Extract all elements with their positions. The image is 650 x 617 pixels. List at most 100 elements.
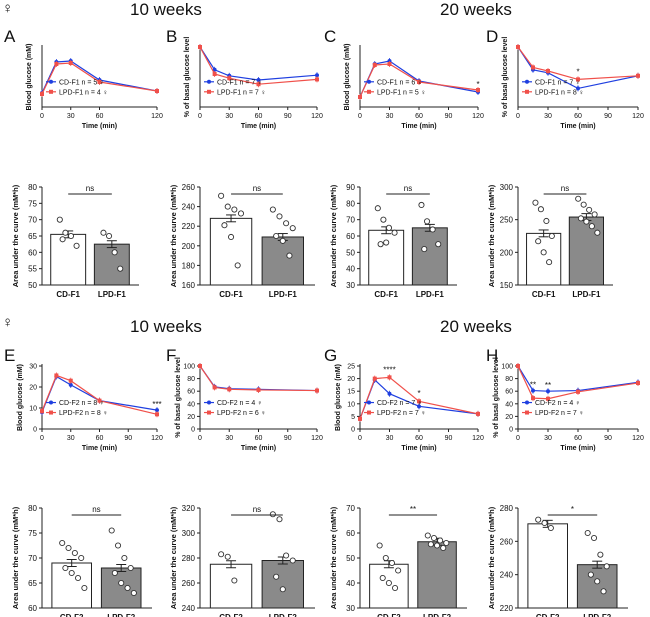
- significance-label: ns: [253, 184, 261, 193]
- y-tick-label: 25: [347, 364, 355, 371]
- y-axis-label: Area under the curve (mM*h): [11, 506, 20, 609]
- category-label: CD-F2: [60, 613, 84, 617]
- line-chart-h: 0 30 60 90 120 0 20 40 60 80 100 Time (min) % of bas…: [493, 357, 644, 452]
- x-tick-label: 120: [632, 113, 644, 120]
- data-point: [587, 571, 594, 578]
- significance-annotation: **: [545, 381, 551, 390]
- bar-cd-f1: [368, 229, 405, 286]
- significance-label: ns: [561, 184, 569, 193]
- data-point: [476, 411, 480, 416]
- panel-label-h: H: [486, 346, 499, 365]
- x-axis-label: Time (min): [401, 445, 436, 452]
- y-tick-label: 150: [500, 281, 514, 290]
- data-point: [71, 549, 78, 557]
- data-point: [279, 586, 286, 593]
- y-tick-label: 10: [347, 401, 355, 408]
- data-point: [67, 232, 75, 240]
- bar-cd-f1: [526, 232, 562, 286]
- category-label: LPD-F2: [583, 613, 612, 617]
- data-point: [387, 375, 392, 380]
- data-point: [117, 265, 124, 272]
- y-tick-label: 300: [182, 529, 196, 538]
- legend-label: LPD-F1 n = 8 ♀: [535, 89, 584, 96]
- y-tick-label: 260: [500, 537, 514, 546]
- x-tick-label: 60: [255, 113, 263, 120]
- data-point: [40, 409, 44, 414]
- x-tick-label: 30: [544, 113, 552, 120]
- category-label: LPD-F2: [107, 613, 136, 617]
- data-point: [130, 589, 137, 597]
- y-tick-label: 20: [505, 414, 513, 421]
- female-symbol-bottom: ♀: [2, 314, 14, 331]
- panel-label-d: D: [486, 27, 499, 46]
- data-point: [537, 206, 544, 213]
- female-symbol-top: ♀: [2, 0, 14, 17]
- header-top-left: 10 weeks: [130, 0, 202, 19]
- data-point: [212, 67, 217, 72]
- y-tick-label: 40: [346, 579, 355, 588]
- data-point: [383, 239, 390, 246]
- data-point: [385, 579, 392, 587]
- y-tick-label: 240: [500, 571, 514, 580]
- data-point: [531, 65, 535, 70]
- x-tick-label: 0: [198, 435, 202, 442]
- y-axis-label: % of basal glucose level: [502, 37, 509, 118]
- y-tick-label: 75: [28, 529, 37, 538]
- x-axis-label: Time (min): [401, 123, 436, 130]
- y-axis-label: Area under the curve (mM*h): [487, 184, 496, 287]
- bar-lpd-f1: [93, 243, 130, 286]
- header-bottom-left: 10 weeks: [130, 317, 202, 336]
- data-point: [540, 249, 547, 256]
- legend-label: CD-F1 n = 6 ♀: [377, 79, 423, 86]
- x-tick-label: 0: [516, 435, 520, 442]
- data-point: [580, 201, 587, 208]
- bar-chart-a2: 50 55 60 65 70 75 80 Area under the curve (mM*h…: [11, 183, 139, 299]
- data-point: [576, 86, 580, 91]
- data-point: [81, 584, 88, 592]
- y-tick-label: 100: [183, 364, 195, 371]
- data-point: [636, 73, 640, 78]
- data-point: [548, 232, 555, 240]
- x-axis-label: Time (min): [241, 445, 276, 452]
- category-label: CD-F2: [377, 613, 401, 617]
- y-axis-label: Area under the curve (mM*h): [487, 506, 496, 609]
- data-point: [118, 579, 125, 587]
- y-tick-label: 200: [182, 242, 196, 251]
- legend-marker: [207, 89, 211, 94]
- legend-marker: [525, 79, 529, 84]
- series-line-lpd-f2: [41, 374, 158, 415]
- y-tick-label: 240: [182, 604, 196, 613]
- x-tick-label: 120: [151, 113, 163, 120]
- y-tick-label: 0: [509, 427, 513, 434]
- y-tick-label: 65: [28, 232, 37, 241]
- data-point: [73, 242, 80, 249]
- data-point: [97, 80, 102, 84]
- data-point: [198, 364, 202, 368]
- significance-annotation: *: [476, 80, 479, 89]
- data-point: [289, 557, 296, 564]
- y-tick-label: 80: [346, 199, 355, 208]
- legend-label: CD-F2 n = 4 ♀: [535, 400, 581, 407]
- data-point: [418, 201, 425, 209]
- x-tick-label: 90: [445, 113, 453, 120]
- significance-label: ns: [253, 505, 261, 514]
- data-point: [97, 398, 102, 403]
- data-point: [358, 416, 362, 421]
- x-tick-label: 0: [358, 113, 362, 120]
- y-tick-label: 50: [346, 554, 355, 563]
- data-point: [388, 559, 396, 567]
- data-point: [234, 262, 241, 269]
- bar-chart-d2: 150 200 250 300 Area under the curve (mM*h) C…: [487, 183, 613, 299]
- data-point: [212, 72, 217, 76]
- data-point: [516, 364, 520, 368]
- x-tick-label: 30: [67, 113, 75, 120]
- data-point: [433, 542, 441, 549]
- x-tick-label: 120: [472, 113, 484, 120]
- x-tick-label: 30: [386, 113, 394, 120]
- y-axis-label: Area under the curve (mM*h): [329, 184, 338, 287]
- y-tick-label: 60: [346, 529, 355, 538]
- data-point: [417, 80, 421, 84]
- significance-annotation: ****: [383, 365, 395, 374]
- x-tick-label: 60: [574, 435, 582, 442]
- y-tick-label: 300: [500, 183, 514, 192]
